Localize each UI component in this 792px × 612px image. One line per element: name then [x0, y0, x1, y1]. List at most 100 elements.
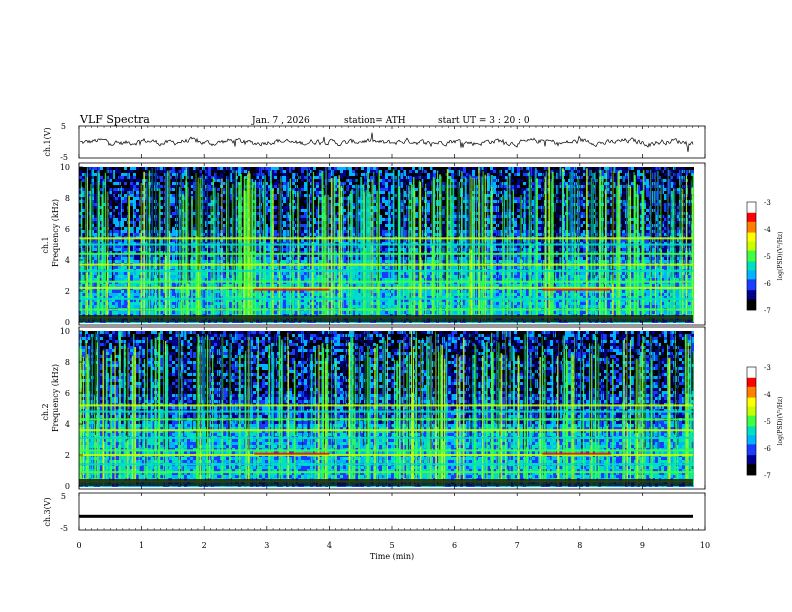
spectrogram-cell	[301, 185, 304, 188]
spectrogram-cell	[274, 185, 277, 188]
spectrogram-cell	[190, 185, 193, 188]
spectrogram-cell	[415, 173, 418, 176]
spectrogram-cell	[385, 191, 388, 194]
spectrogram-cell	[643, 182, 646, 185]
spectrogram-cell	[91, 188, 94, 191]
spectrogram-cell	[193, 167, 196, 170]
spectrogram-cell	[598, 167, 601, 170]
spectrogram-cell	[223, 185, 226, 188]
spectrogram-cell	[136, 173, 139, 176]
spectrogram-cell	[613, 173, 616, 176]
spectrogram-cell	[415, 191, 418, 194]
spectrogram-cell	[427, 218, 430, 221]
spectrogram-cell	[538, 218, 541, 221]
spectrogram-cell	[583, 182, 586, 185]
spectrogram-cell	[136, 212, 139, 215]
spectrogram-cell	[688, 176, 691, 179]
spectrogram-cell	[385, 182, 388, 185]
spectrogram-cell	[568, 182, 571, 185]
spectrogram-cell	[136, 167, 139, 170]
spectrogram-cell	[358, 188, 361, 191]
spectrogram-cell	[208, 233, 211, 236]
spectrogram-cell	[544, 170, 547, 173]
spectrogram-cell	[607, 167, 610, 170]
spectrogram-cell	[391, 185, 394, 188]
spectrogram-cell	[355, 173, 358, 176]
spectrogram-cell	[82, 227, 85, 230]
spectrogram-cell	[520, 179, 523, 182]
spectrogram-cell	[82, 239, 85, 242]
spectrogram-cell	[532, 170, 535, 173]
spectrogram-cell	[208, 230, 211, 233]
spectrogram-cell	[121, 179, 124, 182]
spectrogram-cell	[301, 170, 304, 173]
spectrogram-cell	[646, 182, 649, 185]
spectrogram-cell	[271, 173, 274, 176]
spectrogram-cell	[388, 188, 391, 191]
spectrogram-cell	[454, 170, 457, 173]
spectrogram-cell	[208, 215, 211, 218]
spectrogram-cell	[103, 167, 106, 170]
spectrogram-cell	[568, 167, 571, 170]
spectrogram-cell	[346, 185, 349, 188]
spectrogram-cell	[469, 167, 472, 170]
spectrogram-cell	[538, 221, 541, 224]
spectrogram-cell	[274, 221, 277, 224]
spectrogram-cell	[112, 188, 115, 191]
spectrogram-cell	[475, 173, 478, 176]
spectrogram-cell	[655, 173, 658, 176]
spectrogram-cell	[487, 167, 490, 170]
spectrogram-cell	[316, 173, 319, 176]
spectrogram-cell	[241, 170, 244, 173]
spectrogram-cell	[169, 182, 172, 185]
spectrogram-cell	[229, 182, 232, 185]
spectrogram-cell	[613, 176, 616, 179]
spectrogram-cell	[223, 179, 226, 182]
spectrogram-cell	[304, 221, 307, 224]
spectrogram-cell	[94, 227, 97, 230]
spectrogram-cell	[172, 185, 175, 188]
spectrogram-cell	[505, 176, 508, 179]
spectrogram-cell	[292, 179, 295, 182]
spectrogram-cell	[220, 167, 223, 170]
spectrogram-cell	[505, 179, 508, 182]
spectrogram-cell	[238, 167, 241, 170]
spectrogram-cell	[256, 182, 259, 185]
spectrogram-cell	[415, 233, 418, 236]
spectrogram-cell	[427, 182, 430, 185]
spectrogram-cell	[427, 191, 430, 194]
spectrogram-cell	[646, 173, 649, 176]
spectrogram-cell	[514, 230, 517, 233]
spectrogram-cell	[385, 176, 388, 179]
spectrogram-cell	[115, 203, 118, 206]
spectrogram-cell	[382, 194, 385, 197]
spectrogram-cell	[277, 179, 280, 182]
spectrogram-cell	[274, 191, 277, 194]
spectrogram-cell	[409, 170, 412, 173]
spectrogram-cell	[343, 188, 346, 191]
spectrogram-cell	[163, 173, 166, 176]
spectrogram-cell	[343, 182, 346, 185]
spectrogram-cell	[676, 176, 679, 179]
spectrogram-cell	[526, 167, 529, 170]
spectrogram-cell	[415, 221, 418, 224]
spectrogram-cell	[208, 173, 211, 176]
spectrogram-cell	[79, 173, 82, 176]
spectrogram-cell	[274, 209, 277, 212]
spectrogram-cell	[523, 176, 526, 179]
spectrogram-cell	[463, 182, 466, 185]
spectrogram-cell	[580, 179, 583, 182]
spectrogram-cell	[532, 185, 535, 188]
spectrogram-cell	[538, 188, 541, 191]
spectrogram-cell	[262, 167, 265, 170]
spectrogram-cell	[355, 182, 358, 185]
spectrogram-cell	[583, 167, 586, 170]
spectrogram-cell	[427, 221, 430, 224]
spectrogram-cell	[340, 176, 343, 179]
spectrogram-cell	[286, 185, 289, 188]
spectrogram-cell	[283, 215, 286, 218]
spectrogram-cell	[328, 188, 331, 191]
spectrogram-cell	[517, 209, 520, 212]
spectrogram-cell	[538, 167, 541, 170]
spectrogram-cell	[313, 188, 316, 191]
